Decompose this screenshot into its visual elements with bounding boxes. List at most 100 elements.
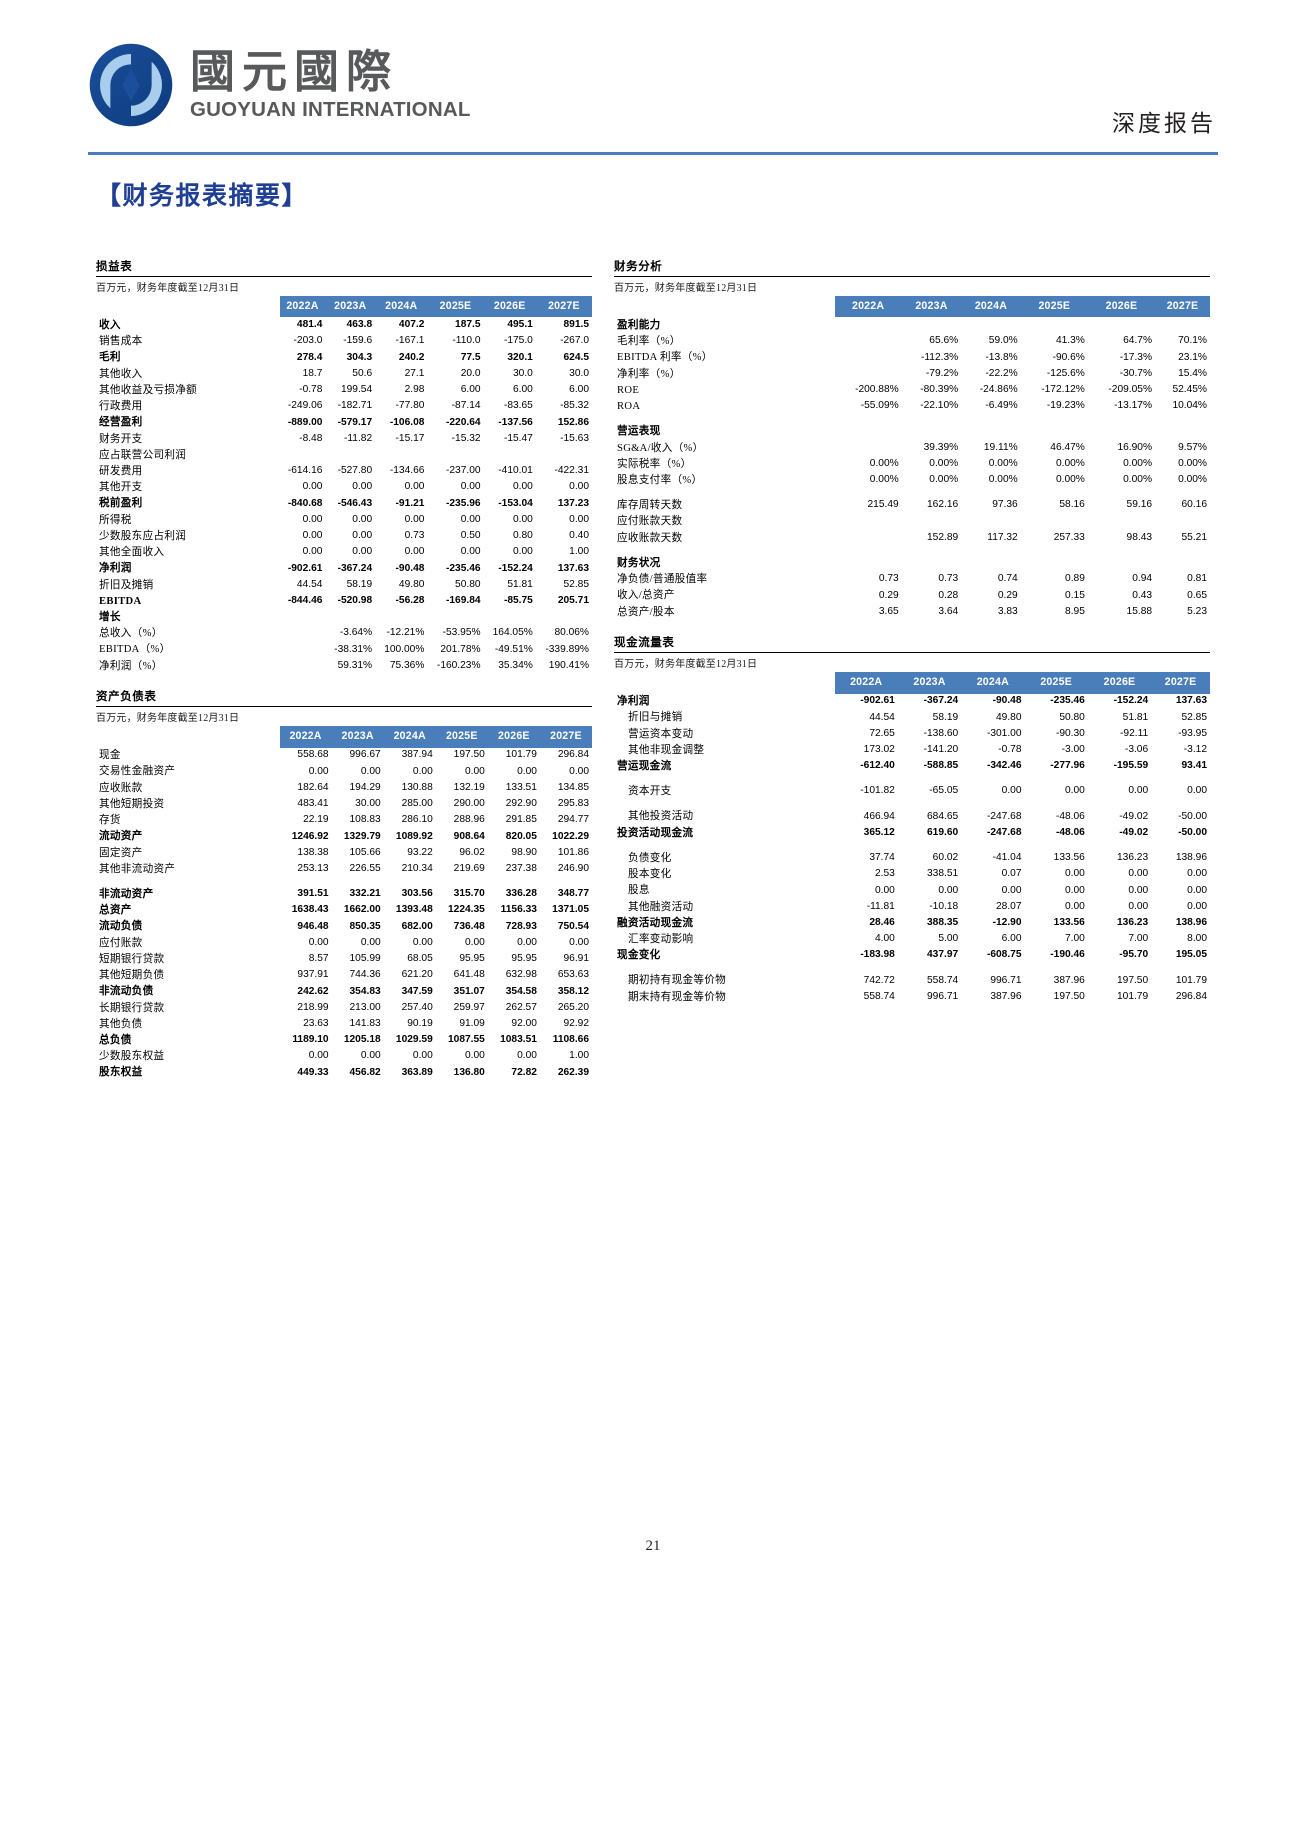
header-divider [88,152,1218,155]
cell-2023A: 463.8 [346,319,373,331]
cell-2025E: -110.0 [452,335,481,347]
table-row: 少数股东权益 0.00 0.00 0.00 0.00 0.00 1.00 [96,1049,592,1065]
cell-2025E: -220.64 [445,416,481,428]
cell-2025E: 6.00 [460,384,481,396]
row-label: 期初持有现金等价物 [628,975,727,987]
table-row: 研发费用 -614.16 -527.80 -134.66 -237.00 -410.01 -… [96,463,592,479]
table-row: 其他全面收入 0.00 0.00 0.00 0.00 0.00 1.00 [96,544,592,560]
cell-2027E: 358.12 [557,985,589,997]
row-label: 融资活动现金流 [617,917,694,929]
cell-2023A: -546.43 [337,497,373,509]
cell-2023A: 850.35 [349,920,381,932]
cell-2027E: 70.1% [1178,335,1207,347]
cell-2027E: 92.92 [563,1017,590,1029]
cell-2027E: 265.20 [557,1001,589,1013]
row-label: 毛利率（%） [617,336,681,348]
cell-2027E: 0.00 [1187,884,1207,896]
cell-2024A: 1393.48 [395,904,433,916]
cell-2023A: 332.21 [349,888,381,900]
cell-2023A: -3.64% [339,627,373,639]
cell-2026E: -30.7% [1119,367,1153,379]
cell-2024A: 0.73 [404,530,425,542]
cell-2025E: 908.64 [453,830,485,842]
cell-2022A: 0.00% [869,474,899,486]
cell-2027E: 10.04% [1172,400,1207,412]
table-header-row: 2022A 2023A 2024A 2025E 2026E 2027E [96,726,592,748]
cell-2025E: 0.00 [465,1050,485,1062]
cell-2025E: 133.56 [1053,852,1085,864]
cell-2027E: 134.85 [557,781,589,793]
cell-2024A: -0.78 [998,744,1022,756]
cell-2026E: -152.24 [1113,695,1149,707]
row-label: 研发费用 [99,465,143,477]
table-row: 应收账款天数 152.89 117.32 257.33 98.43 55.21 [614,530,1210,546]
cell-2023A [902,317,962,333]
row-label: 库存周转天数 [617,500,683,512]
financial-analysis-subtitle: 百万元，财务年度截至12月31日 [614,283,758,294]
table-row: 经营盈利 -889.00 -579.17 -106.08 -220.64 -137.56 1… [96,415,592,431]
cell-2026E: 632.98 [505,969,537,981]
table-row: 少数股东应占利润 0.00 0.00 0.73 0.50 0.80 0.40 [96,528,592,544]
table-row: 股东权益 449.33 456.82 363.89 136.80 72.82 262.39 [96,1065,592,1081]
cell-2027E: 137.63 [1175,695,1207,707]
cell-2025E: -48.06 [1055,826,1085,838]
cell-2027E: 15.4% [1178,367,1207,379]
cell-2024A: 387.96 [990,990,1022,1002]
table-spacer-row [614,546,1210,555]
cell-2022A: 4.00 [875,933,895,945]
cell-2023A: -182.71 [337,400,373,412]
cell-2025E: 1087.55 [448,1034,485,1046]
row-label: 投资活动现金流 [617,827,694,839]
column-header-2026e: 2026E [483,296,536,318]
cell-2027E: 60.16 [1181,499,1208,511]
cell-2027E: -93.95 [1178,727,1207,739]
cell-2023A: 58.19 [346,578,373,590]
cell-2026E: -49.51% [494,643,533,655]
cell-2024A [375,447,427,463]
cell-2022A: 0.00 [302,546,323,558]
cell-2023A: 50.6 [352,367,373,379]
column-header-2024a: 2024A [961,672,1025,694]
table-row: ROA -55.09% -22.10% -6.49% -19.23% -13.17% 10.… [614,399,1210,415]
left-column: 损益表 百万元，财务年度截至12月31日 2022A 2023A 2024A 2025… [96,258,592,1095]
column-header-2024a: 2024A [383,726,436,748]
cell-2022A: 72.65 [869,727,895,739]
table-row: ROE -200.88% -80.39% -24.86% -172.12% -209.05… [614,382,1210,398]
cell-2025E [1021,424,1088,440]
cell-2026E: -15.47 [503,432,533,444]
cell-2022A [835,334,902,350]
row-label: 税前盈利 [99,498,143,510]
table-row: 负债变化 37.74 60.02 -41.04 133.56 136.23 138.96 [614,850,1210,866]
cell-2023A: 996.67 [349,749,381,761]
cell-2026E: 0.00 [517,765,537,777]
cell-2022A: 0.00 [302,530,323,542]
cell-2024A: -6.49% [985,400,1018,412]
cell-2026E: -410.01 [498,465,533,477]
cell-2022A: 0.00 [875,884,895,896]
cell-2024A: -12.90 [992,917,1022,929]
cell-2026E [1088,514,1155,530]
cell-2027E [1155,317,1210,333]
cell-2027E: 9.57% [1178,441,1207,453]
cell-2027E: 6.00 [569,384,589,396]
cell-2024A: 0.74 [997,573,1018,585]
cell-2024A [375,609,427,625]
cell-2024A: -106.08 [389,416,425,428]
cell-2022A: 0.00 [308,936,329,948]
cell-2022A: -55.09% [860,400,899,412]
cell-2026E: -95.70 [1119,949,1149,961]
cell-2023A: 0.00% [929,458,959,470]
cell-2022A: 0.73 [878,573,899,585]
cell-2025E: 0.15 [1065,589,1085,601]
cell-2024A: 59.0% [988,335,1018,347]
table-row: 毛利率（%） 65.6% 59.0% 41.3% 64.7% 70.1% [614,334,1210,350]
cell-2027E: 624.5 [563,351,590,363]
cell-2026E: 0.00 [513,481,533,493]
cell-2027E: 0.00 [569,936,589,948]
table-row: 财务开支 -8.48 -11.82 -15.17 -15.32 -15.47 -15.63 [96,431,592,447]
table-row: 股息 0.00 0.00 0.00 0.00 0.00 0.00 [614,883,1210,899]
cell-2027E: 246.90 [557,863,589,875]
row-label: 应付账款 [99,937,143,949]
cell-2026E: 1083.51 [500,1034,537,1046]
cell-2023A: -527.80 [337,465,373,477]
